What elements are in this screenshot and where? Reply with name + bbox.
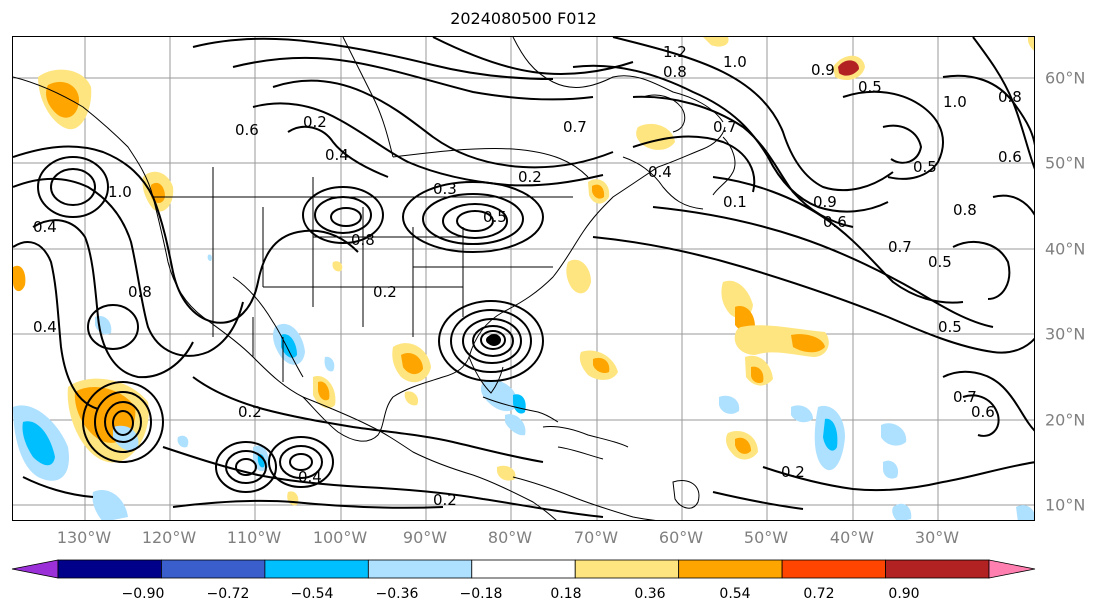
contour-label: 0.2 [238, 403, 262, 421]
contour-label: 0.4 [298, 468, 322, 486]
colorbar-tick-label: 0.54 [719, 586, 751, 602]
contour-label: 0.4 [33, 218, 57, 236]
colorbar-cell [471, 559, 576, 579]
contour-label: 0.6 [971, 403, 995, 421]
contour-label: 0.6 [235, 121, 259, 139]
colorbar-cell [574, 559, 680, 579]
contour-label: 0.7 [888, 238, 912, 256]
contour-label: 0.2 [433, 491, 457, 509]
contour-centers [37, 156, 544, 493]
lon-tick-label: 100°W [312, 528, 368, 547]
contour-label: 0.6 [998, 148, 1022, 166]
lon-tick-label: 110°W [226, 528, 282, 547]
lon-tick-label: 130°W [56, 528, 112, 547]
colorbar-tick-label: −0.36 [375, 586, 419, 602]
contour-label: 0.4 [33, 318, 57, 336]
contour-lines [13, 37, 1034, 518]
contour-label: 0.7 [563, 118, 587, 136]
lat-tick-label: 10°N [1045, 495, 1086, 515]
map-panel: 0.2 0.4 0.5 0.6 0.7 0.8 0.9 1.0 0.3 0.1 … [12, 36, 1035, 521]
contour-label: 0.7 [953, 388, 977, 406]
colorbar-cell [264, 559, 369, 579]
lon-tick-label: 90°W [402, 528, 448, 547]
contour-label: 1.2 [663, 43, 687, 61]
contour-label: 0.5 [483, 208, 507, 226]
map-title: 2024080500 F012 [450, 9, 597, 28]
colorbar-tick-label: 0.72 [803, 586, 835, 602]
contour-label: 0.8 [351, 231, 375, 249]
contour-label: 0.5 [938, 318, 962, 336]
contour-label: 0.6 [823, 213, 847, 231]
lon-tick-label: 50°W [743, 528, 789, 547]
contour-label: 0.2 [303, 113, 327, 131]
colorbar-cell [885, 559, 990, 579]
lon-tick-label: 70°W [573, 528, 619, 547]
colorbar-cell [57, 559, 162, 579]
lat-tick-label: 30°N [1045, 324, 1086, 344]
lat-tick-label: 40°N [1045, 239, 1086, 259]
contour-label: 0.4 [648, 163, 672, 181]
colorbar-tick-label: −0.54 [290, 586, 334, 602]
contour-label: 0.2 [781, 463, 805, 481]
lat-tick-label: 50°N [1045, 153, 1086, 173]
lon-tick-label: 30°W [914, 528, 960, 547]
colorbar-tick-label: 0.90 [888, 586, 920, 602]
contour-label: 0.2 [373, 283, 397, 301]
map-canvas: 0.2 0.4 0.5 0.6 0.7 0.8 0.9 1.0 0.3 0.1 … [13, 37, 1034, 520]
colorbar-extend-min [11, 559, 59, 579]
lon-tick-label: 60°W [658, 528, 704, 547]
contour-label: 0.1 [723, 193, 747, 211]
colorbar-cell [781, 559, 886, 579]
contour-label: 1.0 [723, 53, 747, 71]
colorbar-cell [161, 559, 266, 579]
colorbar [11, 559, 1036, 579]
coastlines [13, 37, 736, 520]
contour-label: 0.8 [128, 283, 152, 301]
contour-label: 0.8 [663, 63, 687, 81]
contour-label: 0.7 [713, 118, 737, 136]
contour-label: 1.0 [943, 93, 967, 111]
lat-tick-label: 60°N [1045, 68, 1086, 88]
contour-label: 0.5 [913, 158, 937, 176]
colorbar-cell [367, 559, 473, 579]
contour-label: 0.9 [811, 61, 835, 79]
colorbar-tick-label: −0.90 [121, 586, 165, 602]
colorbar-extend-max [988, 559, 1036, 579]
contour-label: 0.5 [858, 78, 882, 96]
lon-tick-label: 40°W [829, 528, 875, 547]
contour-label: 0.8 [953, 201, 977, 219]
contour-label: 0.5 [928, 253, 952, 271]
colorbar-tick-label: 0.18 [550, 586, 582, 602]
colorbar-tick-label: 0.36 [634, 586, 666, 602]
contour-label: 0.8 [998, 88, 1022, 106]
lat-tick-label: 20°N [1045, 410, 1086, 430]
lon-tick-label: 120°W [141, 528, 197, 547]
contour-label: 0.3 [433, 180, 457, 198]
contour-label-group: 0.2 0.4 0.5 0.6 0.7 0.8 0.9 1.0 0.3 0.1 … [33, 43, 1022, 509]
contour-label: 1.0 [108, 183, 132, 201]
colorbar-cell [678, 559, 783, 579]
contour-label: 0.2 [518, 168, 542, 186]
colorbar-tick-label: −0.18 [459, 586, 503, 602]
colorbar-tick-label: −0.72 [206, 586, 250, 602]
lon-tick-label: 80°W [487, 528, 533, 547]
contour-label: 0.4 [325, 146, 349, 164]
storm-center [486, 335, 500, 345]
contour-label: 0.9 [813, 193, 837, 211]
